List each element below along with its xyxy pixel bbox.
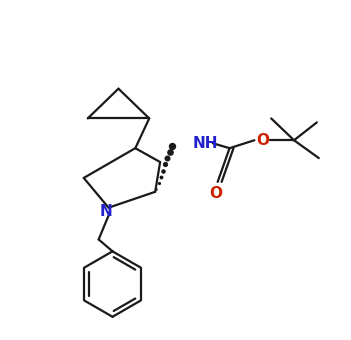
Text: N: N [99, 204, 112, 219]
Text: O: O [256, 133, 269, 148]
Text: NH: NH [193, 136, 218, 151]
Text: O: O [209, 186, 222, 201]
